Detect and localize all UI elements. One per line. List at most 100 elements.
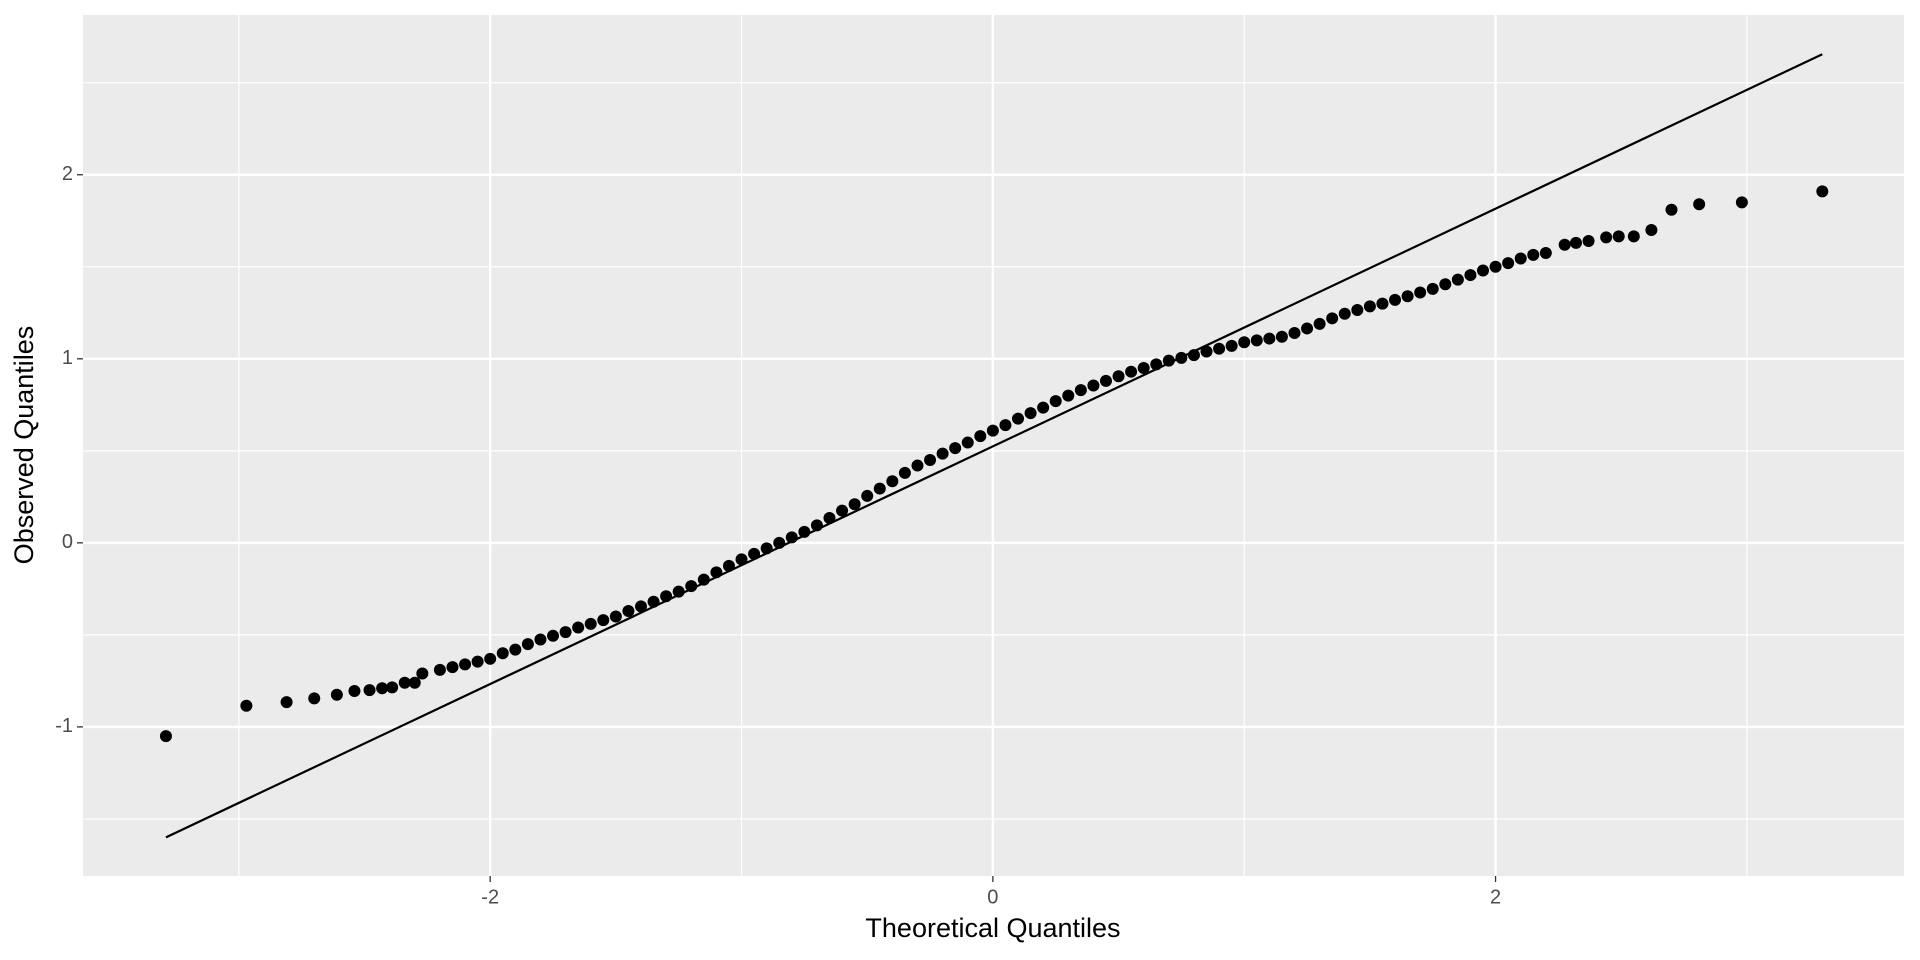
point bbox=[974, 430, 987, 443]
point bbox=[810, 519, 823, 532]
point bbox=[386, 681, 399, 694]
point bbox=[446, 661, 459, 674]
point bbox=[521, 638, 534, 651]
point bbox=[672, 585, 685, 598]
point bbox=[348, 685, 361, 698]
point bbox=[760, 542, 773, 555]
point bbox=[748, 547, 761, 560]
point bbox=[1326, 312, 1339, 325]
point bbox=[873, 482, 886, 495]
point bbox=[1087, 379, 1100, 392]
point bbox=[911, 459, 924, 472]
point bbox=[363, 684, 376, 697]
point bbox=[622, 604, 635, 617]
point bbox=[1037, 401, 1050, 414]
point bbox=[647, 595, 660, 608]
point bbox=[484, 652, 497, 665]
point bbox=[1099, 374, 1112, 387]
point bbox=[710, 566, 723, 579]
point bbox=[1612, 230, 1625, 243]
point bbox=[1426, 282, 1439, 295]
point bbox=[1351, 304, 1364, 317]
point bbox=[1439, 278, 1452, 291]
point bbox=[1665, 203, 1678, 216]
point bbox=[936, 447, 949, 460]
point bbox=[660, 590, 673, 603]
point bbox=[1024, 407, 1037, 420]
point bbox=[1527, 248, 1540, 261]
point bbox=[1645, 223, 1658, 236]
point bbox=[722, 559, 735, 572]
point bbox=[496, 647, 509, 660]
point bbox=[1225, 339, 1238, 352]
y-tick-label: 2 bbox=[62, 163, 73, 185]
point bbox=[1451, 273, 1464, 286]
point bbox=[1558, 238, 1571, 251]
point bbox=[1816, 185, 1829, 198]
point bbox=[398, 676, 411, 689]
point bbox=[961, 436, 974, 449]
point bbox=[1150, 358, 1163, 371]
point bbox=[1338, 307, 1351, 320]
point bbox=[1288, 327, 1301, 340]
point bbox=[685, 580, 698, 593]
point bbox=[1539, 246, 1552, 259]
point bbox=[1275, 330, 1288, 343]
point bbox=[1012, 412, 1025, 425]
point bbox=[1363, 300, 1376, 313]
x-axis-title: Theoretical Quantiles bbox=[865, 913, 1120, 943]
point bbox=[1414, 286, 1427, 299]
point bbox=[159, 730, 172, 743]
point bbox=[1600, 231, 1613, 244]
point bbox=[785, 531, 798, 544]
point bbox=[836, 504, 849, 517]
point bbox=[1476, 264, 1489, 277]
point bbox=[1062, 389, 1075, 402]
x-tick-label: 0 bbox=[987, 886, 998, 908]
x-tick-label: -2 bbox=[481, 886, 499, 908]
point bbox=[634, 600, 647, 613]
y-tick-label: -1 bbox=[55, 715, 73, 737]
point bbox=[1137, 362, 1150, 375]
point bbox=[886, 475, 899, 488]
point bbox=[416, 667, 429, 680]
point bbox=[898, 466, 911, 479]
point bbox=[1187, 349, 1200, 362]
x-tick-label: 2 bbox=[1490, 886, 1501, 908]
point bbox=[280, 696, 293, 709]
point bbox=[949, 442, 962, 455]
point bbox=[459, 658, 472, 671]
point bbox=[1735, 196, 1748, 209]
point bbox=[1569, 236, 1582, 249]
point bbox=[572, 621, 585, 634]
y-tick-label: 0 bbox=[62, 531, 73, 553]
point bbox=[1376, 297, 1389, 310]
point bbox=[408, 676, 421, 689]
point bbox=[986, 424, 999, 437]
point bbox=[1313, 317, 1326, 330]
point bbox=[547, 629, 560, 642]
point bbox=[773, 536, 786, 549]
point bbox=[823, 512, 836, 525]
point bbox=[1125, 365, 1138, 378]
point bbox=[848, 498, 861, 511]
point bbox=[1250, 334, 1263, 347]
y-tick-label: 1 bbox=[62, 347, 73, 369]
point bbox=[1489, 260, 1502, 273]
point bbox=[609, 610, 622, 623]
point bbox=[1238, 336, 1251, 349]
point bbox=[308, 692, 321, 705]
point bbox=[1389, 293, 1402, 306]
point bbox=[1301, 322, 1314, 335]
point bbox=[1213, 342, 1226, 355]
point bbox=[1112, 370, 1125, 383]
point bbox=[597, 614, 610, 627]
reference-line bbox=[165, 53, 1823, 839]
point bbox=[798, 525, 811, 538]
point bbox=[735, 553, 748, 566]
point bbox=[1162, 354, 1175, 367]
point bbox=[1464, 269, 1477, 282]
point bbox=[1200, 345, 1213, 358]
point bbox=[1049, 395, 1062, 408]
